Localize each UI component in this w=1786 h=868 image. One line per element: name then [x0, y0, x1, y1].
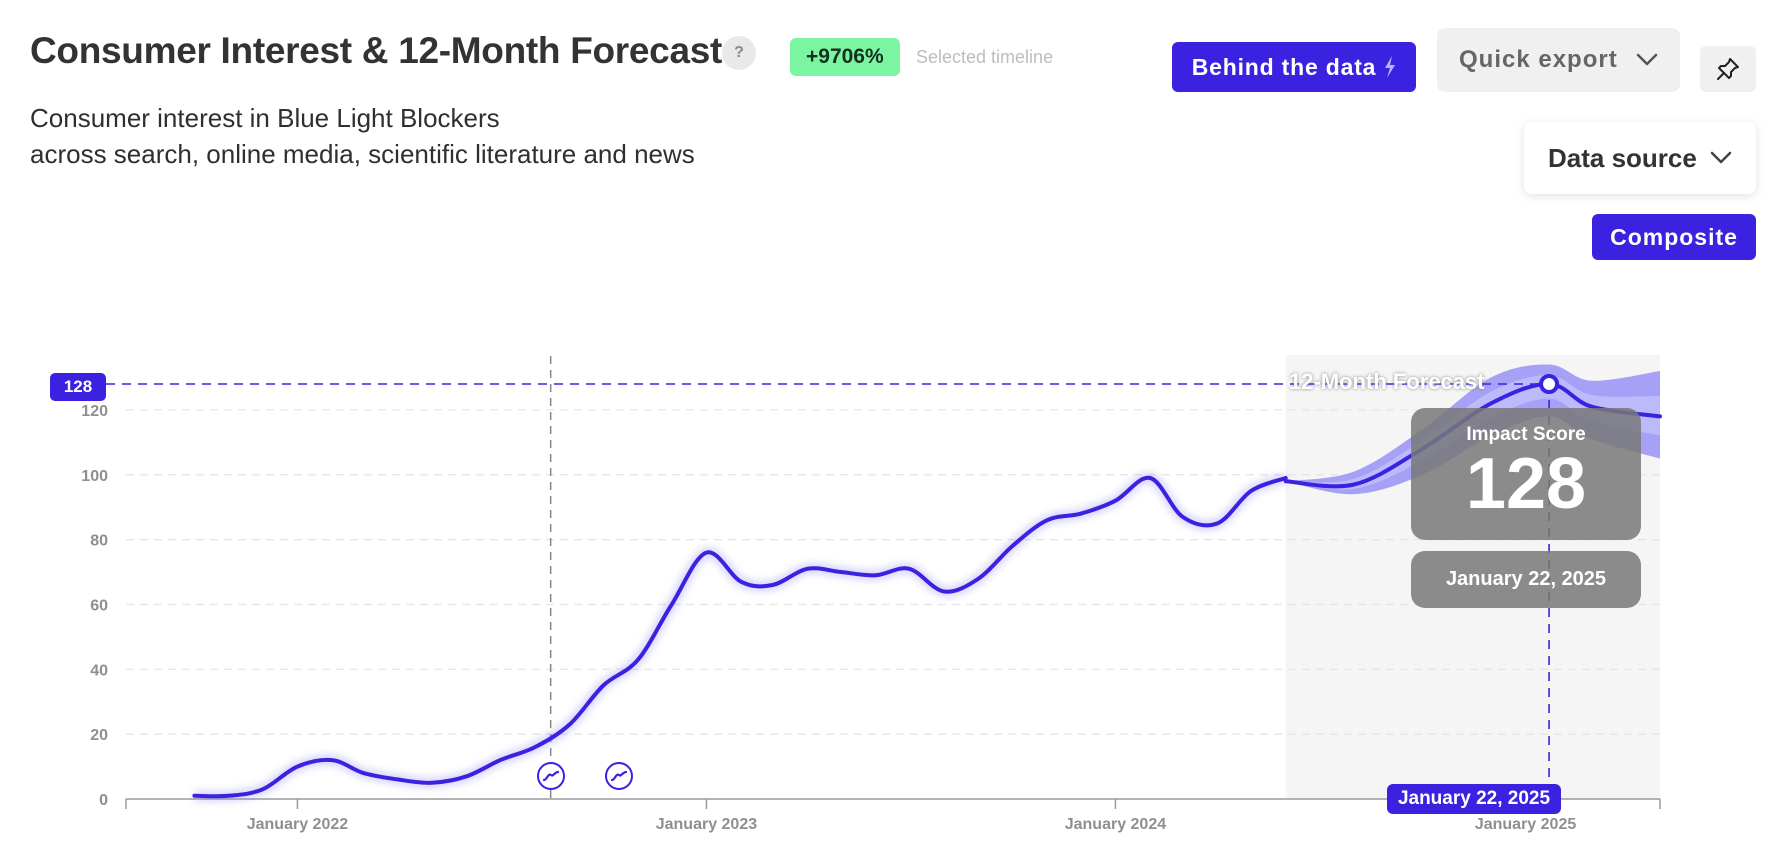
lightning-icon [1385, 56, 1396, 78]
chart-subtitle: Consumer interest in Blue Light Blockers… [30, 100, 695, 172]
tooltip-label: Impact Score [1466, 424, 1586, 445]
y-tick-label: 0 [99, 792, 108, 809]
forecast-line [1283, 381, 1662, 489]
data-source-dropdown[interactable]: Data source [1524, 122, 1756, 194]
x-tick-label: January 2023 [656, 816, 758, 833]
trend-event-icon[interactable] [536, 762, 565, 790]
y-tick-label: 40 [90, 662, 108, 679]
chevron-down-icon [1710, 151, 1732, 164]
impact-tooltip: Impact Score 128 [1411, 408, 1641, 540]
focus-point[interactable] [1539, 374, 1560, 394]
composite-button[interactable]: Composite [1592, 214, 1756, 260]
quick-export-button[interactable]: Quick export [1437, 28, 1680, 92]
crosshair-x-label: January 22, 2025 [1387, 784, 1561, 814]
subtitle-line-2: across search, online media, scientific … [30, 139, 695, 169]
data-source-label: Data source [1548, 142, 1697, 173]
tooltip-date: January 22, 2025 [1411, 551, 1641, 608]
growth-caption: Selected timeline [916, 47, 1054, 67]
y-tick-label: 20 [90, 727, 108, 744]
growth-badge: +9706% [790, 38, 900, 76]
x-tick-label: January 2025 [1475, 816, 1577, 833]
forecast-band-inner [1285, 375, 1660, 490]
chevron-down-icon [1636, 53, 1658, 66]
pin-icon [1717, 58, 1739, 80]
tooltip-value: 128 [1465, 444, 1587, 524]
trend-event-icon[interactable] [605, 762, 634, 790]
behind-the-data-button[interactable]: Behind the data [1172, 42, 1416, 92]
y-axis: 0 20 40 60 80 100 120 [81, 403, 108, 809]
history-line [192, 475, 1288, 799]
subtitle-line-1: Consumer interest in Blue Light Blockers [30, 103, 500, 133]
y-tick-label: 60 [90, 597, 108, 614]
pin-button[interactable] [1700, 46, 1756, 92]
crosshair-y-label: 128 [50, 373, 106, 401]
behind-the-data-label: Behind the data [1191, 53, 1377, 80]
y-tick-label: 100 [81, 468, 108, 485]
question-icon[interactable]: ? [722, 36, 756, 70]
page-title: Consumer Interest & 12-Month Forecast [30, 30, 723, 71]
y-tick-label: 80 [90, 533, 108, 550]
x-tick-label: January 2022 [247, 816, 349, 833]
quick-export-label: Quick export [1459, 46, 1618, 73]
history-line-glow [194, 472, 1288, 802]
x-tick-label: January 2024 [1065, 816, 1167, 833]
y-tick-label: 120 [81, 403, 108, 420]
forecast-region-label: 12-Month Forecast [1289, 369, 1485, 394]
